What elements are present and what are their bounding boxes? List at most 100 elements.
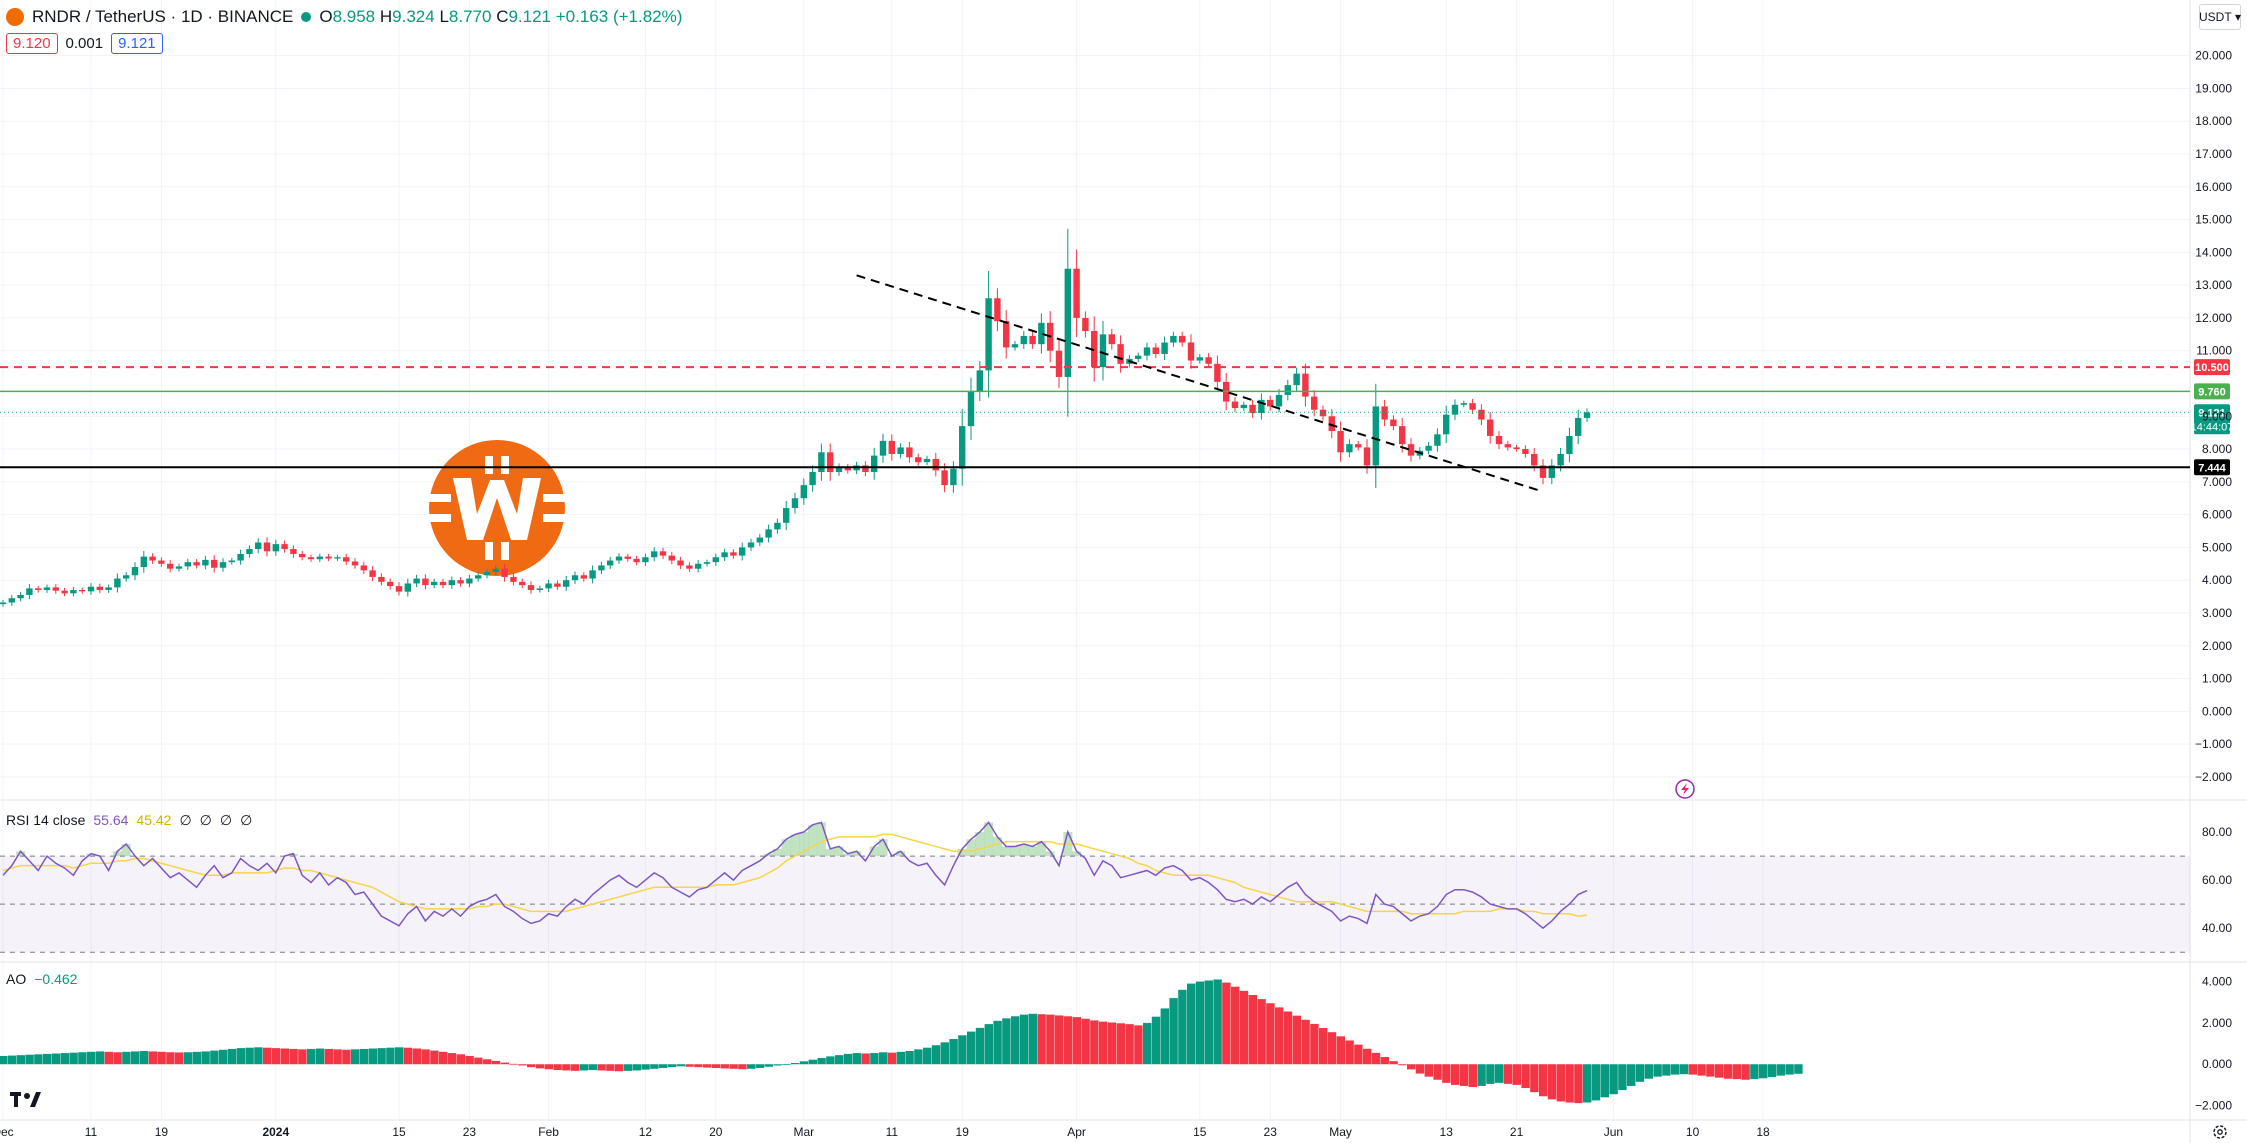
trade-boxes: 9.120 0.001 9.121 bbox=[6, 33, 163, 54]
candle-body bbox=[1548, 465, 1555, 478]
candle-body bbox=[343, 557, 350, 562]
ao-bar bbox=[1477, 1064, 1486, 1086]
symbol-logo-icon bbox=[6, 8, 24, 26]
candle-body bbox=[219, 562, 227, 568]
ao-bar bbox=[166, 1052, 175, 1065]
candle-body bbox=[272, 544, 279, 552]
ao-value: −0.462 bbox=[34, 971, 78, 987]
ao-bar bbox=[148, 1051, 157, 1065]
ao-legend: AO −0.462 bbox=[6, 971, 77, 987]
price-tick-label: 4.000 bbox=[2202, 573, 2232, 587]
ao-bar bbox=[1292, 1015, 1301, 1065]
candle-body bbox=[316, 556, 323, 560]
level-price-label: 9.121 bbox=[2198, 407, 2226, 419]
ao-bar bbox=[34, 1054, 43, 1065]
candle-body bbox=[1311, 396, 1318, 410]
ao-bar bbox=[1063, 1016, 1073, 1065]
ao-bar bbox=[1618, 1064, 1627, 1091]
time-tick-label: 11 bbox=[886, 1125, 899, 1139]
candle-body bbox=[131, 567, 139, 576]
candle-body bbox=[1469, 403, 1476, 410]
ao-bar bbox=[307, 1048, 316, 1065]
time-tick-label: Dec bbox=[0, 1125, 14, 1139]
tradingview-logo-icon[interactable] bbox=[10, 1092, 41, 1107]
rsi-legend: RSI 14 close 55.64 45.42 ∅ ∅ ∅ ∅ bbox=[6, 812, 253, 828]
ao-bar bbox=[1627, 1064, 1636, 1086]
candle-body bbox=[783, 508, 790, 523]
candle-body bbox=[17, 594, 24, 599]
candle-body bbox=[211, 559, 218, 568]
candle-body bbox=[1179, 335, 1186, 343]
candle-body bbox=[1170, 335, 1177, 343]
candle-body bbox=[827, 452, 834, 473]
ao-bar bbox=[1424, 1064, 1433, 1077]
candle-body bbox=[123, 575, 130, 579]
currency-selector[interactable]: USDT ▾ bbox=[2199, 4, 2241, 30]
candle-body bbox=[114, 578, 121, 588]
ao-bar bbox=[1072, 1017, 1081, 1065]
candle-body bbox=[809, 472, 816, 486]
ao-bar bbox=[1653, 1064, 1662, 1077]
ao-bar bbox=[808, 1059, 817, 1065]
ao-bar bbox=[1644, 1064, 1653, 1079]
ao-bar bbox=[711, 1064, 721, 1068]
candle-body bbox=[1258, 399, 1265, 413]
sell-button[interactable]: 9.120 bbox=[6, 33, 58, 54]
candle-body bbox=[607, 560, 614, 566]
candle-body bbox=[281, 544, 288, 550]
ao-bar bbox=[544, 1064, 553, 1070]
ao-bar bbox=[324, 1048, 333, 1065]
rsi-tick-label: 80.00 bbox=[2202, 825, 2232, 839]
ao-bar bbox=[1231, 986, 1240, 1065]
time-tick-label: 12 bbox=[639, 1125, 653, 1139]
ao-bar bbox=[975, 1027, 985, 1065]
market-status-icon bbox=[301, 12, 312, 22]
ao-bar bbox=[896, 1051, 905, 1065]
ao-bar bbox=[43, 1053, 52, 1065]
candle-body bbox=[52, 587, 59, 591]
candle-body bbox=[369, 570, 376, 577]
candle-body bbox=[695, 563, 702, 569]
gear-icon[interactable] bbox=[2213, 1125, 2227, 1139]
price-tick-label: 9.000 bbox=[2202, 409, 2232, 423]
ao-bar bbox=[1310, 1023, 1319, 1065]
ao-bar bbox=[1301, 1019, 1310, 1065]
candle-body bbox=[1302, 373, 1309, 397]
candle-body bbox=[1275, 394, 1283, 407]
ao-bar bbox=[1407, 1064, 1416, 1070]
candle-body bbox=[8, 598, 15, 603]
time-tick-label: 19 bbox=[155, 1125, 169, 1139]
ao-bar bbox=[958, 1035, 967, 1065]
candle-body bbox=[686, 565, 693, 569]
candle-body bbox=[1214, 363, 1221, 382]
candle-body bbox=[712, 557, 719, 563]
candle-body bbox=[1522, 449, 1529, 454]
candle-body bbox=[299, 553, 306, 558]
level-price-label: 9.760 bbox=[2198, 386, 2226, 398]
price-tick-label: 5.000 bbox=[2202, 540, 2232, 554]
ao-bar bbox=[685, 1064, 694, 1067]
candle-body bbox=[1451, 404, 1459, 415]
candle-body bbox=[536, 588, 543, 591]
candle-body bbox=[1390, 419, 1397, 427]
ao-bar bbox=[606, 1064, 615, 1071]
ao-bar bbox=[1415, 1064, 1425, 1074]
ao-bar bbox=[1750, 1064, 1759, 1080]
time-tick-label: 19 bbox=[956, 1125, 970, 1139]
candle-body bbox=[158, 560, 165, 564]
symbol-title[interactable]: RNDR / TetherUS · 1D · BINANCE bbox=[32, 7, 294, 26]
ao-tick-label: 0.000 bbox=[2202, 1057, 2232, 1071]
lightning-icon[interactable] bbox=[1675, 779, 1695, 799]
buy-button[interactable]: 9.121 bbox=[111, 33, 163, 54]
ao-bar bbox=[271, 1048, 281, 1065]
ao-bar bbox=[1794, 1064, 1803, 1074]
ao-bar bbox=[1723, 1064, 1733, 1079]
candle-body bbox=[589, 570, 596, 579]
spread-value: 0.001 bbox=[65, 35, 104, 52]
level-price-tag bbox=[2194, 383, 2230, 400]
candle-body bbox=[1108, 334, 1115, 345]
ao-bar bbox=[1028, 1013, 1037, 1065]
candle-body bbox=[387, 581, 394, 587]
ao-bar bbox=[1583, 1064, 1592, 1103]
